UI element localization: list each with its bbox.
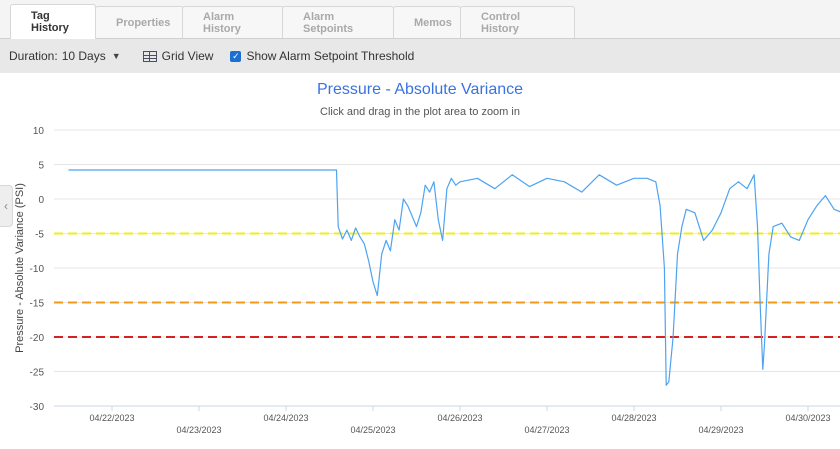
x-tick-label: 04/23/2023 bbox=[176, 425, 221, 435]
tab-tag-history[interactable]: Tag History bbox=[10, 4, 96, 39]
x-tick-label: 04/28/2023 bbox=[611, 413, 656, 423]
tab-label: Memos bbox=[414, 16, 452, 29]
tab-alarm-setpoints[interactable]: Alarm Setpoints bbox=[282, 6, 394, 38]
grid-view-button[interactable]: Grid View bbox=[142, 49, 214, 63]
x-tick-label: 04/27/2023 bbox=[524, 425, 569, 435]
x-tick-label: 04/22/2023 bbox=[89, 413, 134, 423]
y-tick-label: -15 bbox=[30, 299, 45, 310]
y-tick-label: -30 bbox=[30, 402, 45, 413]
x-tick-label: 04/25/2023 bbox=[350, 425, 395, 435]
tab-bar: Tag History Properties Alarm History Ala… bbox=[0, 0, 840, 39]
y-tick-label: 0 bbox=[38, 195, 44, 206]
tab-label: Properties bbox=[116, 16, 171, 29]
tab-label: Tag History bbox=[31, 10, 69, 34]
y-tick-label: -5 bbox=[35, 230, 44, 241]
x-tick-label: 04/30/2023 bbox=[785, 413, 830, 423]
y-tick-label: -20 bbox=[30, 333, 45, 344]
duration-label: Duration: bbox=[9, 49, 58, 63]
tab-label: Alarm History bbox=[203, 10, 241, 35]
x-tick-label: 04/24/2023 bbox=[263, 413, 308, 423]
tab-properties[interactable]: Properties bbox=[95, 6, 184, 38]
collapse-panel-handle[interactable]: ‹ bbox=[0, 185, 13, 227]
duration-value: 10 Days bbox=[61, 49, 106, 63]
tab-memos[interactable]: Memos bbox=[393, 6, 461, 38]
show-threshold-label: Show Alarm Setpoint Threshold bbox=[246, 49, 415, 63]
grid-view-icon bbox=[142, 50, 157, 62]
y-tick-label: -10 bbox=[30, 264, 45, 275]
tab-alarm-history[interactable]: Alarm History bbox=[182, 6, 284, 38]
x-tick-label: 04/29/2023 bbox=[698, 425, 743, 435]
chevron-down-icon: ▼ bbox=[111, 51, 121, 61]
y-axis-label: Pressure - Absolute Variance (PSI) bbox=[14, 183, 26, 353]
tab-control-history[interactable]: Control History bbox=[460, 6, 575, 38]
tab-label: Alarm Setpoints bbox=[303, 10, 354, 35]
y-tick-label: 10 bbox=[33, 126, 45, 137]
y-tick-label: 5 bbox=[38, 161, 44, 172]
show-threshold-checkbox[interactable]: ✓ bbox=[230, 50, 242, 62]
show-threshold-toggle[interactable]: ✓ Show Alarm Setpoint Threshold bbox=[230, 49, 414, 63]
series-line bbox=[68, 169, 840, 386]
chart-title: Pressure - Absolute Variance bbox=[316, 81, 524, 98]
grid-view-label: Grid View bbox=[161, 49, 214, 63]
x-tick-label: 04/26/2023 bbox=[437, 413, 482, 423]
duration-dropdown[interactable]: Duration: 10 Days ▼ bbox=[9, 49, 121, 63]
chart-subtitle: Click and drag in the plot area to zoom … bbox=[320, 106, 520, 118]
y-tick-label: -25 bbox=[30, 368, 45, 379]
toolbar: Duration: 10 Days ▼ Grid View ✓ Show Ala… bbox=[0, 39, 840, 73]
tab-label: Control History bbox=[481, 10, 521, 35]
chevron-left-icon: ‹ bbox=[4, 199, 8, 213]
